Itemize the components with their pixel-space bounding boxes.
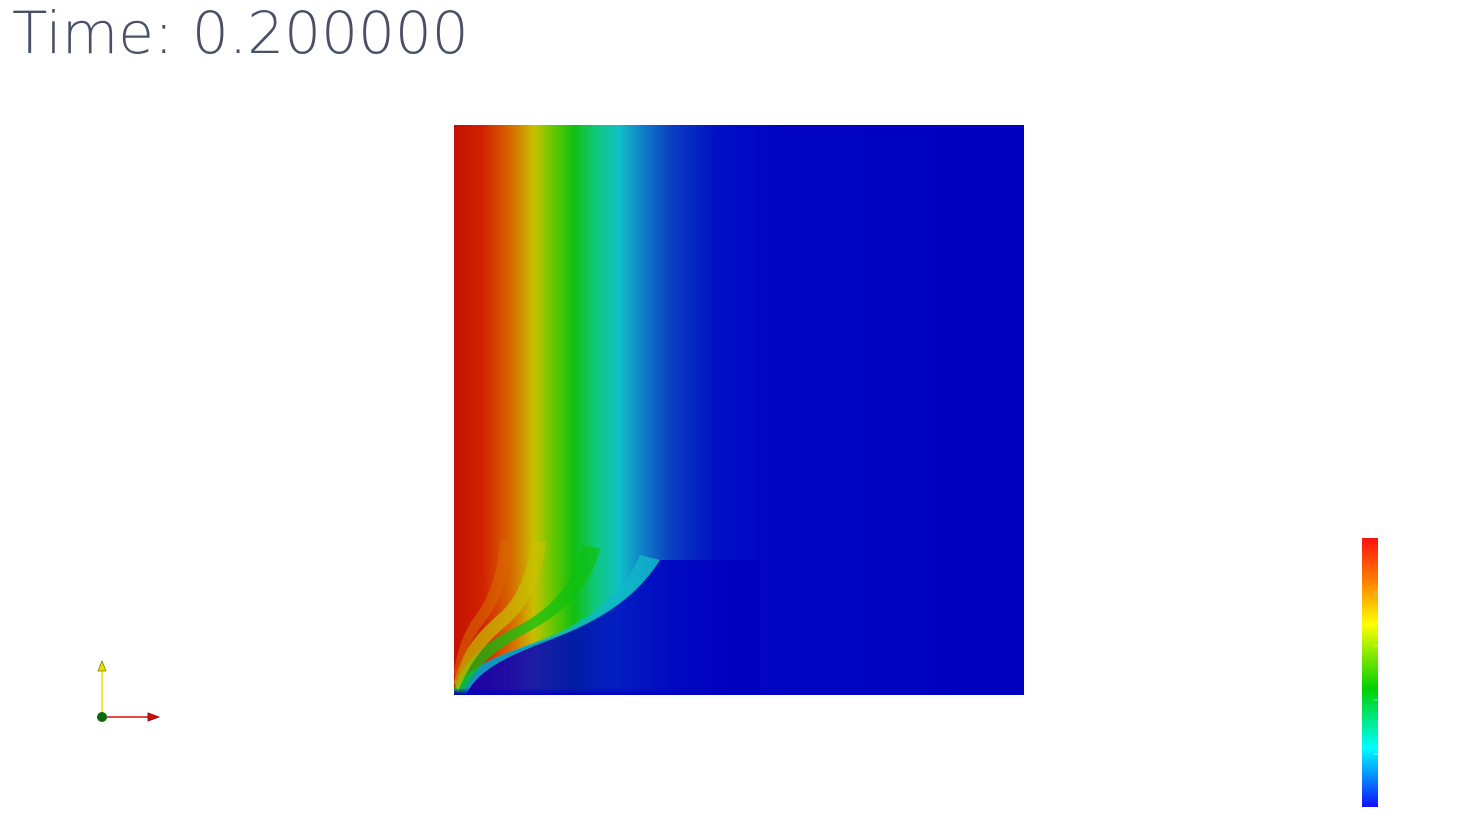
color-legend-bar — [1362, 538, 1378, 807]
field-corner-cyan — [454, 555, 660, 695]
time-value: 0.200000 — [191, 0, 469, 67]
y-axis-arrow-icon — [97, 659, 107, 672]
time-annotation: Time: 0.200000 — [12, 0, 469, 66]
time-prefix: Time: — [12, 0, 174, 67]
orientation-axes — [97, 659, 161, 722]
origin-dot-icon — [97, 712, 107, 722]
x-axis-arrow-icon — [147, 712, 161, 722]
field-bottom-edge — [454, 688, 1024, 695]
field-corner-green — [454, 545, 600, 695]
field-corner-yellow — [454, 540, 546, 692]
field-corner-orange — [454, 540, 512, 684]
field-corner-blue — [454, 560, 760, 695]
field-plot — [454, 125, 1024, 695]
color-legend — [1362, 538, 1378, 807]
